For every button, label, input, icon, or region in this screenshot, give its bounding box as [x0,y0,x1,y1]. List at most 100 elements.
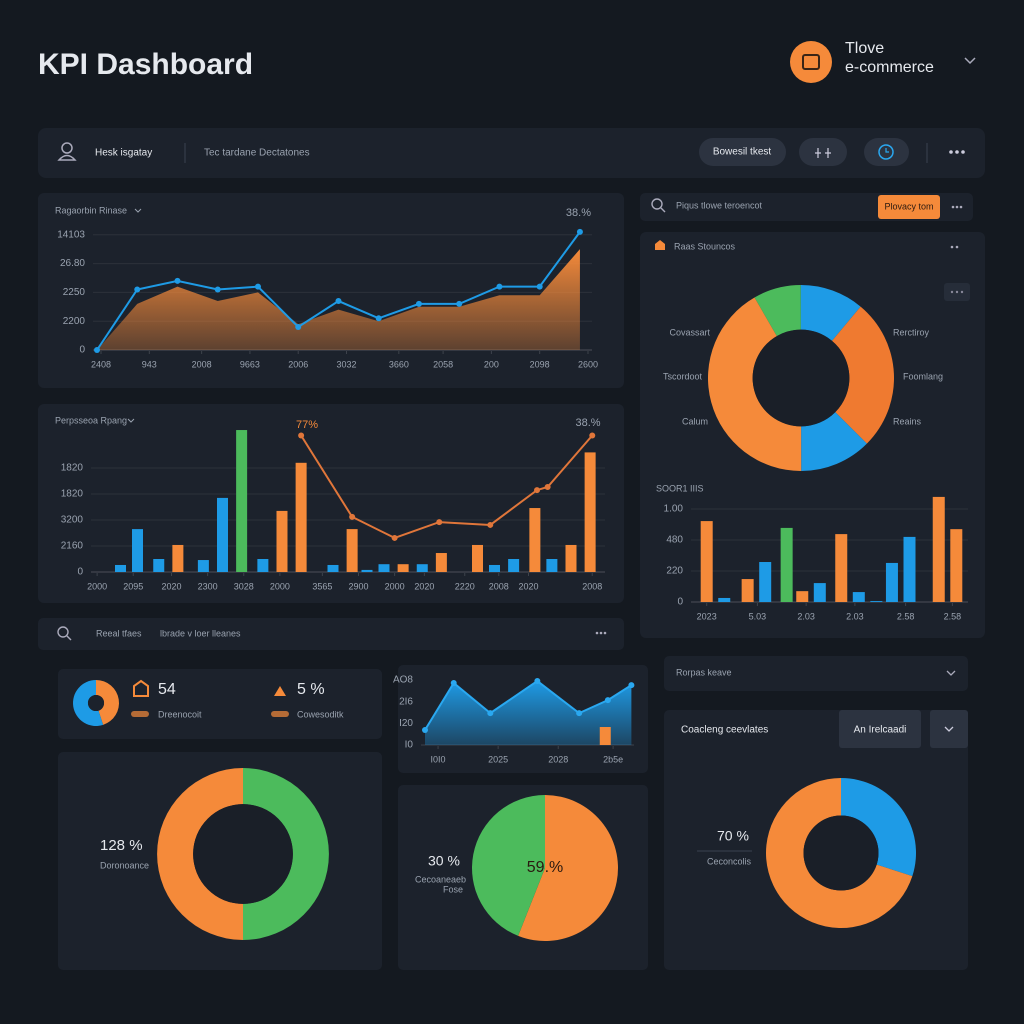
pie-segment [243,768,329,940]
toolbar-button[interactable] [699,138,786,166]
search-button[interactable] [878,195,940,219]
x-tick-label: 3028 [234,581,254,591]
line-point [604,697,611,704]
kpi-caption: Ceconcolis [707,856,752,866]
pie-label: Reains [893,416,922,426]
pie-segment [96,680,120,725]
bar [718,597,731,602]
x-tick-label: 2408 [91,359,111,369]
bar [741,579,754,602]
bar [472,544,483,572]
filter-button[interactable] [799,138,847,166]
bar [295,462,307,572]
kpi-value: 5 % [297,681,325,698]
x-tick-label: 2300 [198,581,218,591]
pie-segment [841,778,916,877]
x-tick-label: 2.58 [897,611,915,621]
bar [489,564,500,572]
pie-label: Foomlang [903,371,943,381]
panel-title: Coacleng ceevlates [681,725,768,736]
search-icon [57,626,69,638]
logo-icon [802,54,820,70]
x-tick-label: 2058 [433,359,453,369]
x-tick-label: 3565 [312,581,332,591]
search-bar[interactable] [38,618,624,650]
bar [435,553,447,572]
bar [870,601,883,602]
bar [327,564,339,572]
line-point [254,283,261,290]
page-title: KPI Dashboard [38,48,253,81]
line-point [536,283,543,290]
donut-hole [87,694,105,712]
more-button[interactable] [595,631,607,635]
more-button[interactable] [949,150,965,154]
line-point [436,519,443,526]
line-point [589,432,596,439]
kpi-icon [274,686,286,696]
user-icon[interactable] [61,142,73,154]
pie-segment [800,285,861,341]
x-tick-label: 2020 [414,581,434,591]
x-tick-label: 2000 [87,581,107,591]
y-tick-label: 14103 [57,229,85,240]
x-tick-label: 2b5e [603,754,623,764]
kpi-icon [271,711,289,717]
kpi-icon [133,679,149,697]
bar [217,497,228,572]
kpi-value: 128 % [100,837,143,854]
pie-segment [831,306,894,444]
chart-title: Raas Stouncos [674,241,736,251]
user-icon [57,154,77,161]
brand-dropdown[interactable] [964,57,976,65]
more-button[interactable] [951,205,963,209]
x-tick-label: 2900 [348,581,368,591]
line-point [487,521,494,528]
line-point [214,286,221,293]
x-tick-label: 200 [484,359,499,369]
dropdown-label: Rorpas keave [676,667,732,677]
donut-hole [752,329,850,427]
y-tick-label: 480 [666,535,683,546]
x-tick-label: 2600 [578,359,598,369]
y-tick-label: I0 [405,740,414,751]
chart-dropdown[interactable] [127,418,135,423]
line-point [456,300,463,307]
search-placeholder: Piqus tlowe teroencot [676,200,763,210]
bar [361,569,373,572]
x-tick-label: 5.03 [749,611,767,621]
toolbar-hint: Tec tardane Dectatones [204,148,310,159]
x-tick-label: 9663 [240,359,260,369]
bar [584,452,596,572]
brand-name: e-commerce [845,59,934,76]
bar [257,559,269,572]
bar [416,564,428,572]
x-tick-label: 2020 [518,581,538,591]
x-tick-label: 3032 [336,359,356,369]
dropdown[interactable] [664,656,968,691]
more-button[interactable] [950,245,959,249]
kpi-value: 30 % [428,853,460,869]
area [425,681,632,745]
panel-button[interactable] [839,710,921,748]
search-icon [651,198,663,210]
panel-dropdown[interactable] [930,710,968,748]
x-tick-label: I0I0 [431,754,446,764]
kpi-label: Dreenocoit [158,709,202,719]
x-tick-label: 2220 [455,581,475,591]
y-tick-label: 2200 [63,316,86,327]
dropdown-icon [946,670,956,676]
brand-logo[interactable] [790,41,832,83]
toolbar-button-label: Bowesil tkest [713,147,772,158]
bar [950,529,963,602]
kpi-caption: Fose [443,884,463,894]
bar [346,529,358,572]
chart-dropdown[interactable] [134,208,142,213]
clock-icon [878,144,894,160]
y-tick-label: 0 [77,567,83,578]
line-point [349,513,356,520]
pie-segment [754,285,801,337]
bar [115,564,126,572]
